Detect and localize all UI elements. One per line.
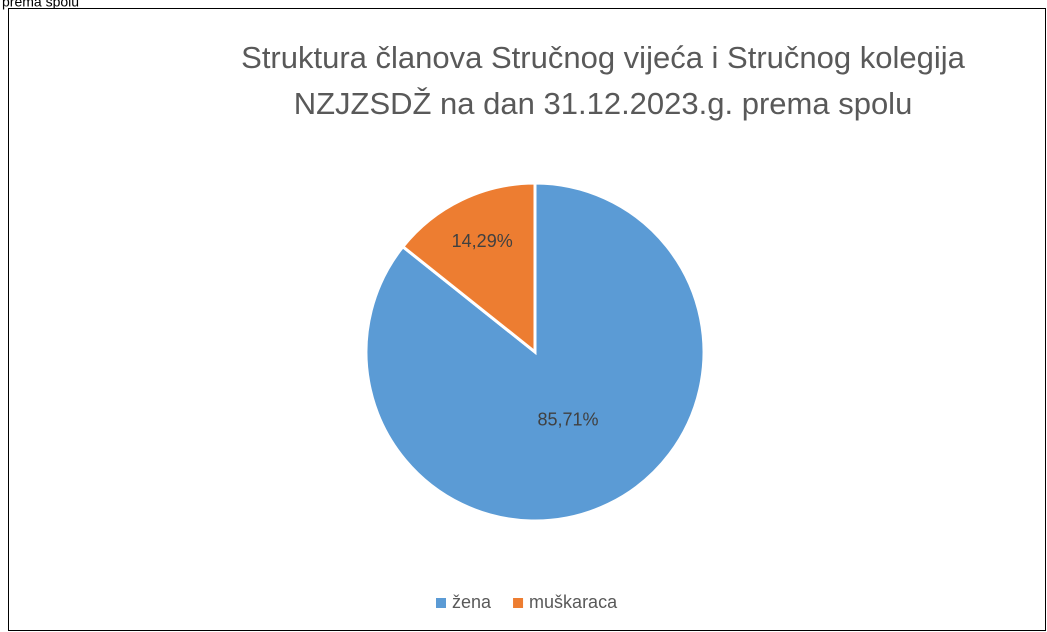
legend-swatch xyxy=(513,598,524,608)
legend-label: muškaraca xyxy=(529,592,618,612)
chart-title: NZJZSDŽ na dan 31.12.2023.g. prema spolu xyxy=(294,86,913,121)
pie-slice xyxy=(400,181,537,356)
chart-title: Struktura članova Stručnog vijeća i Stru… xyxy=(241,40,965,75)
data-label: 85,71% xyxy=(537,409,598,429)
caption: prema spolu xyxy=(2,0,79,10)
legend-label: žena xyxy=(452,592,492,612)
legend-swatch xyxy=(436,598,446,608)
data-label: 14,29% xyxy=(452,231,513,251)
